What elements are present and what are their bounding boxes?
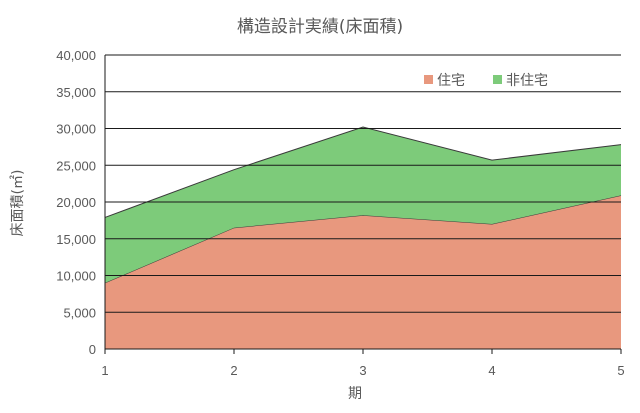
area-series-1: [105, 195, 621, 349]
axes: 0 5,000 10,000 15,000 20,000 25,000 30,000 35,0…: [56, 48, 624, 378]
y-tick-label: 25,000: [56, 158, 96, 173]
chart-title: 構造設計実績(床面積): [237, 17, 403, 37]
y-tick-label: 0: [89, 342, 96, 357]
y-tick-label: 15,000: [56, 232, 96, 247]
legend-swatch-2: [493, 75, 502, 84]
legend-swatch-1: [424, 75, 433, 84]
area-series-2: [105, 127, 621, 283]
area-edge-series-2: [104, 126, 622, 218]
y-tick-label: 5,000: [63, 305, 96, 320]
x-tick-label: 4: [488, 363, 495, 378]
x-tick-label: 5: [617, 363, 624, 378]
legend-label-2: 非住宅: [506, 73, 548, 89]
x-tick-label: 3: [359, 363, 366, 378]
y-tick-label: 30,000: [56, 122, 96, 137]
plot-areas: [104, 126, 622, 349]
x-tick-label: 1: [101, 363, 108, 378]
legend: 住宅 非住宅: [424, 73, 548, 89]
legend-label-1: 住宅: [437, 73, 465, 89]
x-tick-label: 2: [230, 363, 237, 378]
y-tick-label: 35,000: [56, 85, 96, 100]
y-tick-label: 10,000: [56, 269, 96, 284]
x-axis-label: 期: [348, 386, 362, 402]
y-tick-label: 40,000: [56, 48, 96, 63]
y-axis-label: 床面積(㎡): [10, 170, 26, 237]
y-tick-label: 20,000: [56, 195, 96, 210]
